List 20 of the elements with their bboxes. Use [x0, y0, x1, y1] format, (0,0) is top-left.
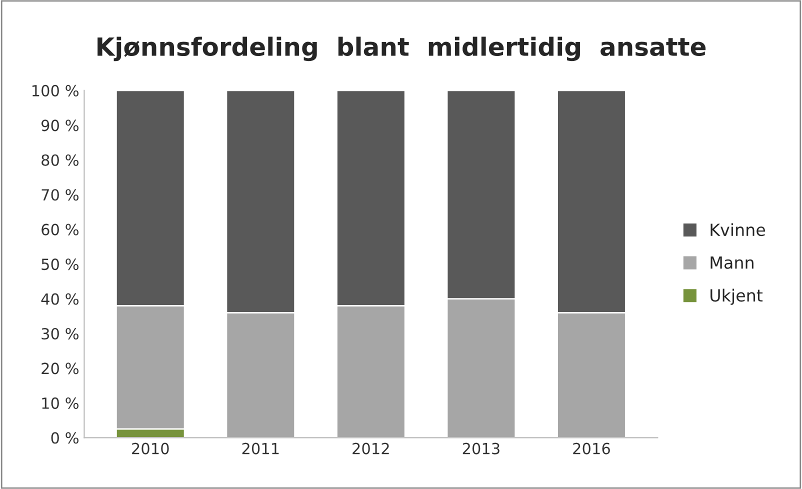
- y-tick-label: 100 %: [32, 84, 79, 96]
- legend-label: Ukjent: [710, 288, 763, 305]
- y-tick-label: 30 %: [42, 328, 79, 340]
- y-tick-label: 0 %: [51, 432, 79, 444]
- x-tick-label: 2011: [242, 442, 279, 454]
- y-tick-label: 20 %: [42, 362, 79, 374]
- chart-title: Kjønnsfordeling blant midlertidig ansatte: [98, 36, 706, 62]
- y-tick-label: 60 %: [42, 224, 79, 236]
- x-tick-label: 2012: [352, 442, 389, 454]
- y-tick-label: 50 %: [42, 258, 79, 270]
- x-tick-label: 2013: [462, 442, 500, 454]
- legend-label: Mann: [710, 256, 754, 269]
- y-tick-label: 40 %: [41, 293, 79, 305]
- y-tick-label: 80 %: [42, 154, 79, 166]
- y-tick-label: 70 %: [42, 189, 79, 201]
- y-tick-label: 10 %: [42, 397, 79, 409]
- legend-label: Kvinne: [710, 223, 766, 236]
- x-tick-label: 2016: [573, 442, 610, 454]
- x-tick-label: 2010: [132, 442, 169, 454]
- y-tick-label: 90 %: [42, 120, 79, 132]
